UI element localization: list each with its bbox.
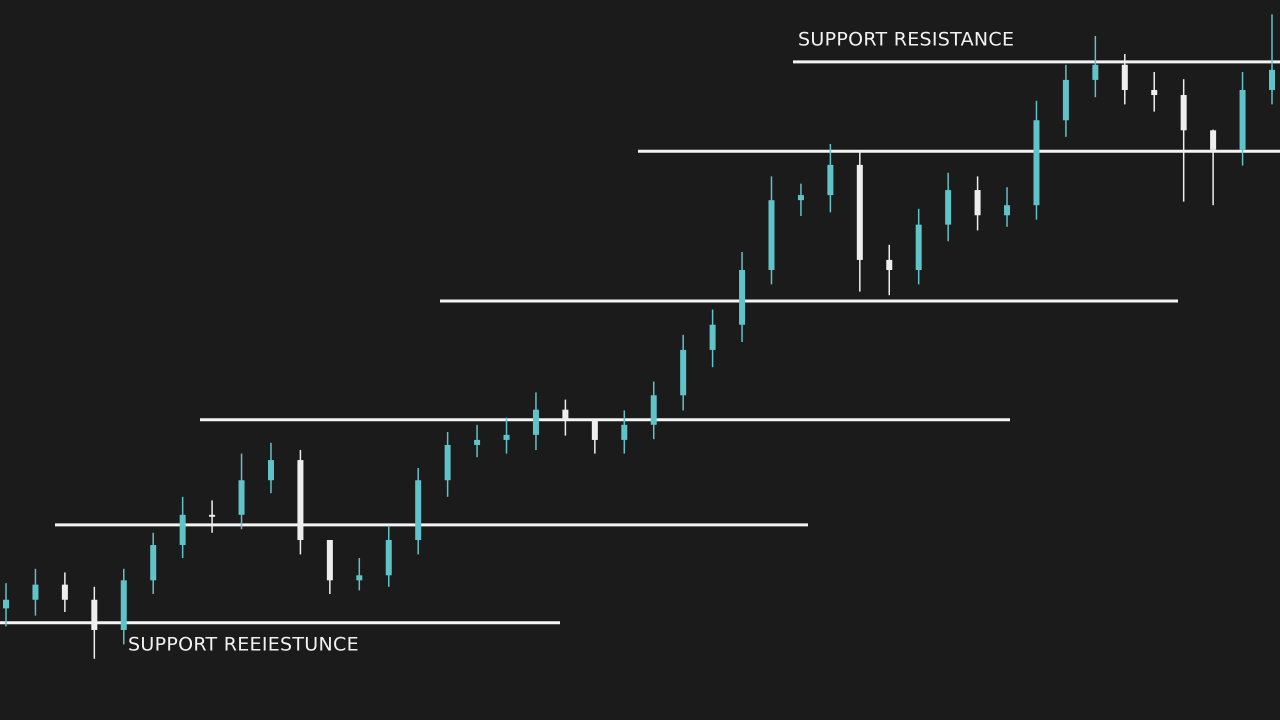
candle-body (1239, 90, 1246, 150)
candle-body (680, 349, 687, 396)
candle-body (1033, 120, 1040, 206)
candle-body (945, 190, 952, 225)
candle-body (591, 419, 598, 440)
candle-body (179, 514, 186, 546)
candle-body (1062, 79, 1069, 121)
candle-body (1092, 64, 1099, 80)
candle-body (1210, 130, 1217, 150)
candle-body (503, 434, 510, 440)
candle-body (1269, 69, 1275, 90)
candle-body (709, 324, 716, 350)
candle-body (768, 200, 775, 270)
candle-body (827, 164, 834, 196)
candle-body (1004, 205, 1011, 216)
candle-body (562, 409, 569, 420)
candle-body (915, 224, 922, 270)
candle-body (739, 270, 746, 325)
candle-body (856, 164, 863, 260)
candle-body (238, 480, 245, 515)
candle-body (150, 545, 157, 581)
candle-body (385, 540, 392, 576)
candle-body (356, 575, 363, 581)
candle-body (621, 424, 628, 440)
candle-body (1151, 90, 1158, 96)
annotation: SUPPORT RESISTANCE (798, 29, 1014, 51)
candle-body (120, 580, 127, 630)
candle-body (974, 190, 981, 216)
annotation: SUPPORT REEIESTUNCE (128, 634, 359, 656)
candle-body (444, 444, 451, 481)
candle-body (532, 409, 539, 435)
candle-body (61, 584, 68, 600)
candle-body (297, 460, 304, 540)
candle-body (1121, 64, 1128, 90)
candle-body (474, 439, 481, 445)
candle-body (91, 599, 98, 630)
candle-body (326, 540, 333, 581)
candle-body (3, 599, 9, 609)
candle-body (32, 584, 39, 600)
candle-body (886, 259, 893, 270)
candle-body (267, 460, 274, 481)
candle-body (415, 480, 422, 540)
candle-body (650, 395, 657, 425)
candle-body (209, 514, 216, 517)
candle-body (797, 195, 804, 201)
candle-body (1180, 95, 1187, 131)
